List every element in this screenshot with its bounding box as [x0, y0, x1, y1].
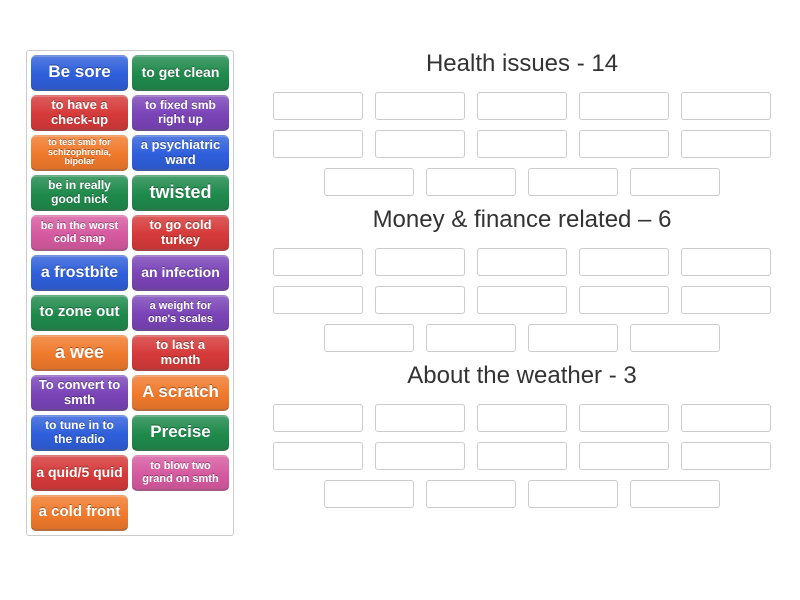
draggable-tile[interactable]: to go cold turkey: [132, 215, 229, 251]
draggable-tile[interactable]: to tune in to the radio: [31, 415, 128, 451]
draggable-tile[interactable]: to zone out: [31, 295, 128, 331]
drop-slots: [267, 92, 777, 196]
source-tiles-panel: Be soreto get cleanto have a check-upto …: [26, 50, 234, 536]
drop-slot[interactable]: [528, 324, 618, 352]
draggable-tile[interactable]: be in really good nick: [31, 175, 128, 211]
drop-slots: [267, 248, 777, 352]
drop-slot[interactable]: [477, 404, 567, 432]
draggable-tile[interactable]: To convert to smth: [31, 375, 128, 411]
draggable-tile[interactable]: Precise: [132, 415, 229, 451]
drop-slot[interactable]: [579, 130, 669, 158]
draggable-tile[interactable]: a wee: [31, 335, 128, 371]
drop-slot[interactable]: [273, 130, 363, 158]
drop-slot[interactable]: [579, 404, 669, 432]
drop-slot[interactable]: [477, 442, 567, 470]
category-group: Money & finance related – 6: [264, 206, 780, 352]
category-title: About the weather - 3: [407, 362, 636, 390]
drop-slot[interactable]: [681, 286, 771, 314]
draggable-tile[interactable]: twisted: [132, 175, 229, 211]
drop-slot[interactable]: [579, 92, 669, 120]
app-container: Be soreto get cleanto have a check-upto …: [0, 0, 800, 556]
drop-slot[interactable]: [273, 248, 363, 276]
draggable-tile[interactable]: to fixed smb right up: [132, 95, 229, 131]
drop-slot[interactable]: [477, 286, 567, 314]
drop-slot[interactable]: [579, 442, 669, 470]
draggable-tile[interactable]: a psychiatric ward: [132, 135, 229, 171]
category-group: About the weather - 3: [264, 362, 780, 508]
draggable-tile[interactable]: to last a month: [132, 335, 229, 371]
draggable-tile[interactable]: be in the worst cold snap: [31, 215, 128, 251]
drop-slot[interactable]: [579, 248, 669, 276]
drop-slot[interactable]: [375, 248, 465, 276]
draggable-tile[interactable]: Be sore: [31, 55, 128, 91]
drop-slot[interactable]: [324, 324, 414, 352]
drop-slot[interactable]: [477, 248, 567, 276]
drop-slot[interactable]: [324, 168, 414, 196]
drop-slot[interactable]: [528, 480, 618, 508]
category-title: Health issues - 14: [426, 50, 618, 78]
drop-slot[interactable]: [630, 168, 720, 196]
drop-slot[interactable]: [681, 248, 771, 276]
drop-slot[interactable]: [477, 130, 567, 158]
draggable-tile[interactable]: to have a check-up: [31, 95, 128, 131]
drop-slot[interactable]: [426, 480, 516, 508]
drop-slot[interactable]: [681, 442, 771, 470]
drop-slot[interactable]: [681, 404, 771, 432]
draggable-tile[interactable]: a quid/5 quid: [31, 455, 128, 491]
drop-slot[interactable]: [273, 404, 363, 432]
drop-slot[interactable]: [375, 130, 465, 158]
drop-slot[interactable]: [630, 324, 720, 352]
drop-slot[interactable]: [375, 286, 465, 314]
category-title: Money & finance related – 6: [373, 206, 672, 234]
draggable-tile[interactable]: a weight for one's scales: [132, 295, 229, 331]
draggable-tile[interactable]: to blow two grand on smth: [132, 455, 229, 491]
drop-slots: [267, 404, 777, 508]
drop-slot[interactable]: [681, 130, 771, 158]
drop-slot[interactable]: [579, 286, 669, 314]
draggable-tile[interactable]: to get clean: [132, 55, 229, 91]
drop-slot[interactable]: [273, 286, 363, 314]
drop-slot[interactable]: [273, 92, 363, 120]
drop-slot[interactable]: [528, 168, 618, 196]
category-group: Health issues - 14: [264, 50, 780, 196]
drop-slot[interactable]: [273, 442, 363, 470]
drop-slot[interactable]: [324, 480, 414, 508]
drop-slot[interactable]: [375, 92, 465, 120]
drop-slot[interactable]: [426, 168, 516, 196]
draggable-tile[interactable]: to test smb for schizophrenia, bipolar: [31, 135, 128, 171]
drop-slot[interactable]: [375, 442, 465, 470]
drop-slot[interactable]: [630, 480, 720, 508]
drop-slot[interactable]: [375, 404, 465, 432]
drop-slot[interactable]: [426, 324, 516, 352]
draggable-tile[interactable]: a cold front: [31, 495, 128, 531]
draggable-tile[interactable]: A scratch: [132, 375, 229, 411]
draggable-tile[interactable]: a frostbite: [31, 255, 128, 291]
categories-column: Health issues - 14 Money & finance relate…: [264, 50, 780, 536]
drop-slot[interactable]: [681, 92, 771, 120]
draggable-tile[interactable]: an infection: [132, 255, 229, 291]
drop-slot[interactable]: [477, 92, 567, 120]
